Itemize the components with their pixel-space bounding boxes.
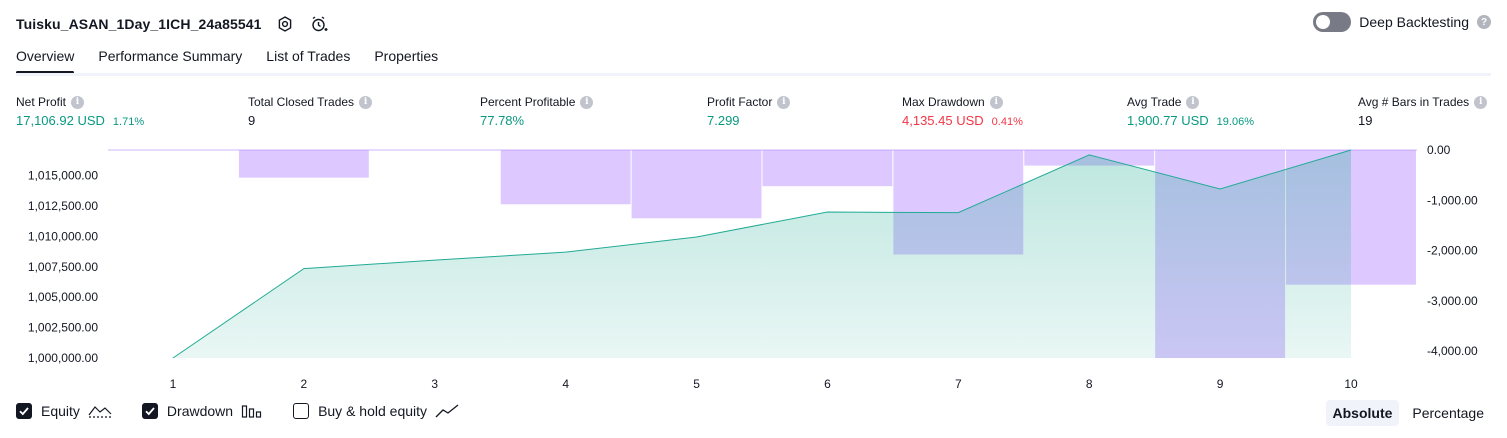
equity-area (173, 150, 1351, 358)
metric-value: 17,106.92 USD (16, 113, 105, 128)
right-axis-tick: -2,000.00 (1427, 244, 1478, 258)
info-icon[interactable]: i (580, 95, 594, 109)
x-axis-tick: 2 (301, 377, 308, 391)
info-icon[interactable]: i (777, 95, 791, 109)
equity-line-icon (88, 403, 112, 419)
x-axis: 1 2 3 4 5 6 7 8 9 10 (170, 377, 1358, 391)
right-axis-tick: 0.00 (1427, 143, 1451, 157)
metric-profit-factor: Profit Factor i 7.299 (707, 94, 791, 128)
left-axis-tick: 1,007,500.00 (28, 260, 98, 274)
x-axis-tick: 3 (431, 377, 438, 391)
x-axis-tick: 6 (824, 377, 831, 391)
tab-overview[interactable]: Overview (16, 46, 75, 74)
right-axis-tick: -4,000.00 (1427, 344, 1478, 358)
right-axis: 0.00 -1,000.00 -2,000.00 -3,000.00 -4,000.00 (1427, 143, 1478, 358)
drawdown-checkbox[interactable] (141, 403, 158, 419)
x-axis-tick: 9 (1217, 377, 1224, 391)
metric-label: Avg # Bars in Trades (1358, 95, 1470, 109)
left-axis: 1,000,000.00 1,002,500.00 1,005,000.00 1,00… (28, 169, 98, 365)
legend-buy-hold[interactable]: Buy & hold equity (293, 403, 459, 419)
metric-percent: 1.71% (112, 116, 145, 128)
chart-legend: Equity Drawdown Buy & hold equity (16, 403, 489, 419)
left-axis-tick: 1,000,000.00 (28, 351, 98, 365)
strategy-title: Tuisku_ASAN_1Day_1ICH_24a85541 (16, 16, 262, 32)
metric-label: Max Drawdown (902, 95, 985, 109)
right-axis-tick: -3,000.00 (1427, 294, 1478, 308)
percentage-button[interactable]: Percentage (1412, 405, 1484, 421)
metric-percent: 19.06% (1216, 116, 1254, 128)
metric-total-closed-trades: Total Closed Trades i 9 (248, 94, 373, 128)
metric-label: Profit Factor (707, 95, 773, 109)
metric-max-drawdown: Max Drawdown i 4,135.45 USD 0.41% (902, 94, 1023, 128)
metric-label: Percent Profitable (480, 95, 576, 109)
tab-performance-summary[interactable]: Performance Summary (98, 48, 243, 64)
metric-value: 9 (248, 113, 256, 128)
alarm-clock-plus-icon[interactable] (308, 13, 330, 35)
metric-value: 7.299 (707, 113, 740, 128)
metric-value: 4,135.45 USD (902, 113, 984, 128)
toggle-knob (1316, 15, 1331, 29)
metric-percent-profitable: Percent Profitable i 77.78% (480, 94, 594, 128)
metric-avg-bars-in-trades: Avg # Bars in Trades i 19 (1358, 94, 1488, 128)
metric-percent: 0.41% (991, 116, 1023, 128)
x-axis-tick: 1 (170, 377, 177, 391)
tab-properties[interactable]: Properties (374, 48, 439, 64)
drawdown-bar (238, 150, 369, 178)
equity-line (172, 149, 1352, 359)
deep-backtesting: Deep Backtesting ? (1313, 12, 1491, 32)
x-axis-tick: 4 (562, 377, 569, 391)
drawdown-bars-icon (241, 403, 263, 419)
x-axis-tick: 10 (1344, 377, 1358, 391)
left-axis-tick: 1,015,000.00 (28, 169, 98, 183)
metric-label: Total Closed Trades (248, 95, 355, 109)
equity-checkbox[interactable] (16, 403, 32, 419)
equity-series (172, 149, 1352, 359)
tabs-divider (16, 73, 1491, 76)
info-icon[interactable]: i (989, 95, 1003, 109)
drawdown-bar (631, 150, 762, 219)
metric-value: 1,900.77 USD (1127, 113, 1209, 128)
left-axis-tick: 1,012,500.00 (28, 199, 98, 213)
strategy-header: Tuisku_ASAN_1Day_1ICH_24a85541 (16, 10, 330, 38)
metric-avg-trade: Avg Trade i 1,900.77 USD 19.06% (1127, 94, 1254, 128)
value-mode-switch: Absolute Percentage (1325, 400, 1492, 426)
report-tabs: Overview Performance Summary List of Tra… (16, 46, 462, 74)
deep-backtesting-label: Deep Backtesting (1359, 14, 1469, 30)
gear-icon[interactable] (274, 13, 296, 35)
metric-value: 77.78% (480, 113, 525, 128)
metric-net-profit: Net Profit i 17,106.92 USD 1.71% (16, 94, 144, 128)
deep-backtesting-toggle[interactable] (1313, 12, 1352, 32)
drawdown-bar (762, 150, 893, 187)
info-icon[interactable]: i (359, 95, 373, 109)
legend-label: Drawdown (166, 403, 234, 419)
legend-label: Equity (41, 403, 80, 419)
metric-label: Net Profit (16, 95, 67, 109)
right-axis-tick: -1,000.00 (1427, 193, 1478, 207)
legend-label: Buy & hold equity (318, 403, 428, 419)
legend-equity[interactable]: Equity (16, 403, 112, 419)
drawdown-bar (500, 150, 631, 205)
buy-hold-line-icon (435, 403, 459, 419)
absolute-button[interactable]: Absolute (1325, 400, 1400, 426)
left-axis-tick: 1,010,000.00 (28, 229, 98, 243)
tab-list-of-trades[interactable]: List of Trades (266, 48, 351, 64)
buy-hold-checkbox[interactable] (293, 403, 310, 419)
info-icon[interactable]: i (1474, 95, 1488, 109)
info-icon[interactable]: i (71, 95, 85, 109)
info-icon[interactable]: i (1186, 95, 1200, 109)
x-axis-tick: 8 (1086, 377, 1093, 391)
equity-drawdown-chart[interactable]: 1,000,000.00 1,002,500.00 1,005,000.00 1,00… (0, 140, 1507, 400)
x-axis-tick: 7 (955, 377, 962, 391)
left-axis-tick: 1,005,000.00 (28, 290, 98, 304)
help-icon[interactable]: ? (1477, 15, 1491, 29)
left-axis-tick: 1,002,500.00 (28, 321, 98, 335)
metric-label: Avg Trade (1127, 95, 1182, 109)
metric-value: 19 (1358, 113, 1373, 128)
x-axis-tick: 5 (693, 377, 700, 391)
legend-drawdown[interactable]: Drawdown (141, 403, 263, 419)
